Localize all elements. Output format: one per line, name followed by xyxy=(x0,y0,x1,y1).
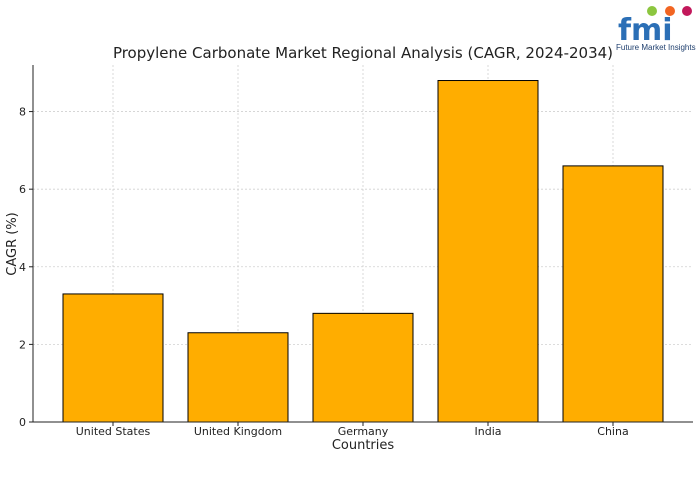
x-tick-label: Germany xyxy=(338,425,389,438)
logo-dot-orange xyxy=(665,6,675,16)
bar-united-states xyxy=(62,293,164,423)
y-tick-label: 6 xyxy=(19,183,26,196)
logo-tagline: Future Market Insights xyxy=(616,43,696,52)
bar-germany xyxy=(312,312,414,423)
y-tick-label: 2 xyxy=(19,338,26,351)
x-tick-label: United States xyxy=(76,425,151,438)
logo-dot-green xyxy=(647,6,657,16)
y-tick-label: 4 xyxy=(19,261,26,274)
logo-dot-magenta xyxy=(682,6,692,16)
x-tick-label: China xyxy=(597,425,628,438)
x-axis-label: Countries xyxy=(332,438,395,453)
x-tick-label: United Kingdom xyxy=(194,425,282,438)
bar-china xyxy=(562,165,664,423)
axis-ticks: 0 2 4 6 8 United States United Kingdom Germany I… xyxy=(19,106,629,438)
bars xyxy=(62,80,664,423)
y-tick-label: 8 xyxy=(19,106,26,119)
logo-brand: fmi xyxy=(618,13,673,48)
bar-india xyxy=(437,80,539,423)
y-tick-label: 0 xyxy=(19,416,26,429)
fmi-logo: fmi Future Market Insights xyxy=(616,6,696,52)
y-axis-label: CAGR (%) xyxy=(5,212,20,275)
chart-title: Propylene Carbonate Market Regional Anal… xyxy=(113,44,613,62)
bar-united-kingdom xyxy=(187,332,289,423)
x-tick-label: India xyxy=(475,425,502,438)
